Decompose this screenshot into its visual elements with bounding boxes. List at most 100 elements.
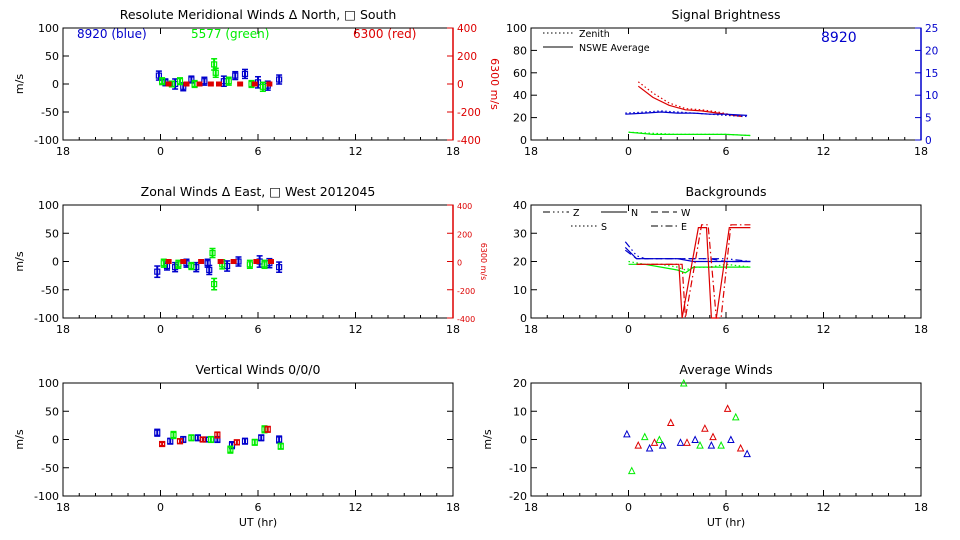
y-tick-label: 0 — [52, 78, 59, 91]
y2-tick-label: 200 — [457, 230, 472, 239]
data-point — [175, 261, 182, 268]
data-point — [696, 441, 704, 449]
data-point — [225, 78, 232, 85]
legend-entry: Z — [573, 208, 580, 219]
x-tick-label: 0 — [625, 145, 632, 158]
x-tick-label: 12 — [817, 145, 831, 158]
y2-tick-label: 15 — [925, 68, 938, 80]
x-tick-label: 12 — [349, 145, 363, 158]
y-tick-label: -20 — [509, 490, 527, 503]
data-point — [170, 431, 177, 439]
chart-title: Resolute Meridional Winds Δ North, □ Sou… — [120, 7, 397, 22]
legend-entry: 6300 (red) — [353, 27, 416, 41]
data-point — [266, 81, 273, 87]
series-line — [628, 263, 751, 274]
y-tick-label: -100 — [34, 134, 59, 147]
y-tick-label: 100 — [38, 377, 59, 390]
series-6300 — [165, 259, 274, 264]
y2-tick-label: 25 — [925, 23, 938, 35]
x-tick-label: 12 — [817, 501, 831, 514]
data-point — [264, 426, 271, 433]
y-tick-label: 0 — [520, 312, 527, 325]
series-green-nswe-average — [628, 131, 751, 137]
x-tick-label: 18 — [56, 501, 70, 514]
y2-tick-label: 20 — [925, 45, 938, 57]
y2-tick-label: 0 — [457, 79, 464, 91]
data-point — [251, 439, 258, 446]
legend-entry: S — [601, 222, 607, 233]
data-point — [167, 438, 174, 445]
data-point — [211, 281, 218, 288]
panel-zonal: Zonal Winds Δ East, □ West 2012045 18 0 6 12… — [13, 184, 488, 336]
y-tick-label: 40 — [513, 199, 527, 212]
data-point — [277, 443, 284, 450]
x-tick-label: 18 — [56, 145, 70, 158]
data-point — [176, 78, 184, 85]
data-point — [241, 70, 249, 78]
chart-title: Average Winds — [679, 362, 772, 377]
legend-entry: NSWE Average — [579, 43, 650, 54]
data-point — [276, 436, 283, 443]
y-tick-label: 60 — [513, 67, 527, 80]
series-blue-nswe-average — [625, 111, 748, 116]
data-point — [180, 83, 187, 90]
data-point — [258, 434, 265, 441]
data-point — [679, 378, 688, 387]
x-tick-label: 18 — [524, 323, 538, 336]
x-axis-label: UT (hr) — [239, 516, 277, 529]
legend-entry: 8920 (blue) — [77, 27, 147, 41]
y-tick-label: -50 — [41, 284, 59, 297]
y-tick-label: 0 — [520, 434, 527, 447]
y2-tick-label: 10 — [925, 90, 938, 102]
y2-tick-label: 0 — [457, 259, 462, 268]
data-point — [666, 418, 675, 427]
series-line — [636, 224, 751, 319]
data-point — [676, 438, 685, 446]
chart-title: Signal Brightness — [672, 7, 781, 22]
data-point — [188, 262, 195, 270]
data-point — [159, 440, 166, 448]
series-8920 — [154, 255, 283, 279]
series-line — [628, 260, 751, 271]
series-line — [624, 249, 751, 263]
x-tick-label: 0 — [625, 323, 632, 336]
y-tick-label: -10 — [509, 462, 527, 475]
data-point — [201, 78, 208, 85]
data-point — [183, 81, 190, 87]
chart-title: Vertical Winds 0/0/0 — [196, 362, 321, 377]
legend-entry: 5577 (green) — [191, 27, 269, 41]
data-point — [723, 404, 732, 412]
data-point — [216, 81, 222, 87]
data-point — [645, 443, 654, 452]
y2-axis-label: 6300 m/s — [479, 243, 488, 281]
legend-entry: W — [681, 208, 691, 219]
data-point — [165, 81, 172, 87]
y-tick-label: -100 — [34, 312, 59, 325]
y-axis-label: m/s — [481, 429, 494, 449]
x-tick-label: 12 — [349, 501, 363, 514]
x-tick-label: 6 — [723, 501, 730, 514]
panel-vertical: Vertical Winds 0/0/018 0 6 12 18-100-5005010… — [13, 362, 460, 529]
y-tick-label: 0 — [520, 134, 527, 147]
data-point — [198, 259, 205, 264]
data-point — [707, 441, 716, 449]
y2-tick-label: -200 — [457, 107, 481, 119]
data-point — [155, 72, 162, 79]
series-red-n — [636, 227, 751, 319]
series-6300 — [165, 81, 273, 87]
data-point — [627, 466, 636, 475]
y-tick-label: 100 — [38, 199, 59, 212]
data-point — [731, 412, 740, 421]
series-line — [628, 131, 751, 137]
data-point — [207, 81, 214, 87]
legend-entry: Zenith — [579, 29, 610, 40]
x-tick-label: 18 — [446, 323, 460, 336]
x-tick-label: 6 — [723, 323, 730, 336]
x-tick-label: 0 — [157, 501, 164, 514]
y2-tick-label: 200 — [457, 51, 477, 63]
x-tick-label: 6 — [723, 145, 730, 158]
y-tick-label: 80 — [513, 44, 527, 57]
data-point — [154, 268, 161, 275]
